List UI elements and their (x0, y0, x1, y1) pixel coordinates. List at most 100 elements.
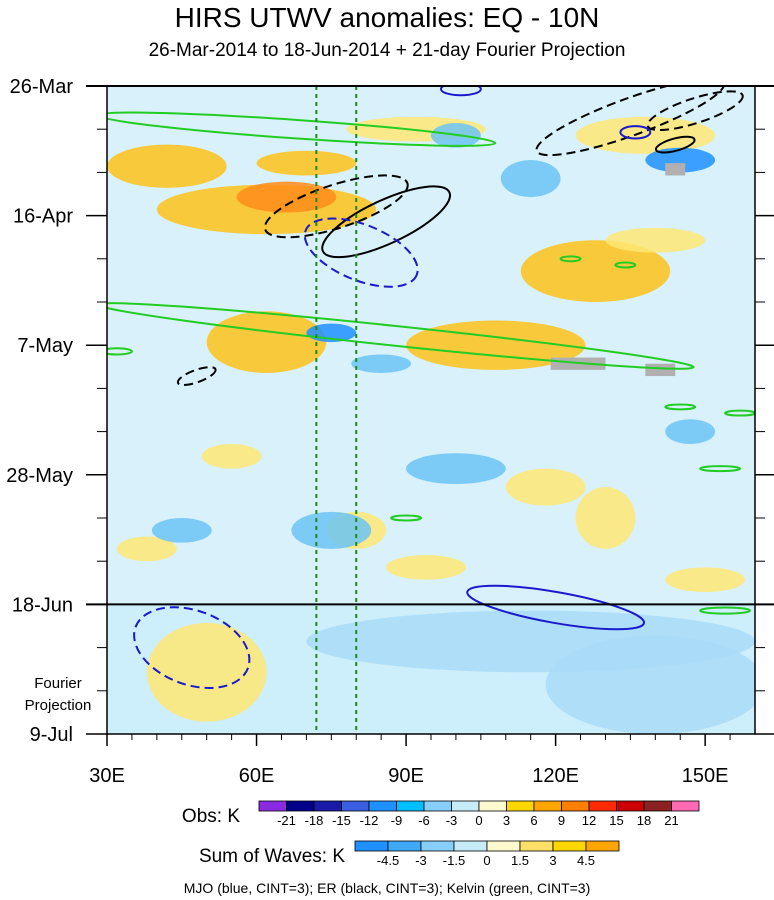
obs-legend-level: -18 (305, 813, 324, 828)
waves-legend-level: -4.5 (377, 853, 399, 868)
anomaly-region (406, 453, 506, 485)
wave-contour-key: MJO (blue, CINT=3); ER (black, CINT=3); … (184, 880, 591, 896)
y-tick-label: 18-Jun (12, 594, 73, 616)
anomaly-region (151, 518, 212, 543)
waves-legend-swatch (453, 840, 488, 852)
anomaly-region (575, 487, 636, 549)
y-tick-label: 16-Apr (13, 206, 73, 228)
x-tick-label: 150E (682, 765, 729, 787)
kelvin-contour (390, 514, 423, 522)
anomaly-region (545, 635, 755, 734)
obs-legend-swatch (588, 800, 617, 812)
er-contour (646, 90, 744, 132)
obs-legend-swatch (451, 800, 480, 812)
er-contour (321, 185, 452, 259)
er-contour (263, 174, 409, 239)
chart-title: HIRS UTWV anomalies: EQ - 10N (174, 2, 600, 33)
kelvin-contour (107, 347, 133, 356)
obs-legend-swatch (313, 800, 342, 812)
waves-legend-swatch (420, 840, 455, 852)
obs-legend-swatch (258, 800, 287, 812)
color-legends: Obs: K -21 -18 -15 -12 -9 -6 -3 0 3 6 9 12 15 18 21 Sum … (182, 800, 700, 868)
obs-legend-level: 0 (475, 813, 482, 828)
anomaly-region (386, 555, 466, 580)
obs-legend-swatch (341, 800, 370, 812)
anomaly-region (236, 181, 337, 213)
er-contour (176, 366, 217, 387)
anomaly-region (201, 443, 262, 469)
waves-legend-level: 4.5 (577, 853, 595, 868)
anomaly-region (520, 240, 671, 302)
axes: 26-Mar 16-Apr 7-May 28-May 18-Jun 9-Jul Fourie… (6, 76, 774, 787)
kelvin-contour (107, 302, 695, 370)
y-tick-label: 26-Mar (10, 76, 74, 98)
anomaly-region (116, 536, 177, 562)
obs-legend-level: 9 (558, 813, 565, 828)
obs-legend-level: 15 (609, 813, 623, 828)
mjo-contour (133, 606, 251, 689)
missing-data-region (645, 363, 676, 377)
anomaly-region (575, 116, 716, 154)
y-tick-label: 9-Jul (30, 724, 73, 746)
obs-legend-level: 3 (503, 813, 510, 828)
waves-legend-label: Sum of Waves: K (199, 846, 345, 867)
anomaly-region (206, 311, 327, 373)
obs-legend-level: -3 (446, 813, 458, 828)
waves-legend-level: 1.5 (511, 853, 529, 868)
waves-legend-swatch (486, 840, 521, 852)
waves-legend-level: 3 (549, 853, 556, 868)
obs-legend-swatch (368, 800, 397, 812)
y-tick-label: 28-May (6, 465, 73, 487)
anomaly-region (645, 147, 716, 173)
obs-legend-swatch (671, 800, 700, 812)
mjo-contour (466, 584, 646, 631)
chart-subtitle: 26-Mar-2014 to 18-Jun-2014 + 21-day Four… (148, 40, 626, 61)
mjo-contour (439, 86, 482, 97)
anomaly-region (665, 567, 746, 593)
obs-legend-label: Obs: K (182, 806, 240, 827)
obs-legend-swatch (561, 800, 590, 812)
kelvin-contour (699, 606, 752, 615)
obs-legend-swatch (533, 800, 562, 812)
anomaly-region (256, 150, 357, 176)
projection-label: Projection (25, 697, 92, 714)
y-tick-label: 7-May (17, 335, 73, 357)
waves-legend-swatch (387, 840, 422, 852)
anomaly-region (505, 468, 586, 506)
kelvin-contour (614, 261, 637, 269)
kelvin-contour (107, 111, 497, 147)
obs-legend-level: -15 (332, 813, 351, 828)
anomaly-region (351, 354, 412, 373)
anomaly-region (605, 227, 706, 253)
waves-legend-swatch (519, 840, 554, 852)
obs-legend-swatch (396, 800, 425, 812)
obs-legend-swatch (478, 800, 507, 812)
waves-legend-swatch (354, 840, 389, 852)
obs-legend-swatch (643, 800, 672, 812)
anomaly-region (146, 622, 267, 722)
waves-legend-level: -3 (415, 853, 427, 868)
obs-legend-swatch (506, 800, 535, 812)
projection-label: Fourier (34, 675, 82, 692)
plot-area (107, 86, 755, 734)
waves-legend-level: -1.5 (443, 853, 465, 868)
obs-legend-swatch (423, 800, 452, 812)
anomaly-region (291, 511, 372, 549)
obs-legend-level: 18 (637, 813, 651, 828)
x-tick-label: 30E (89, 765, 125, 787)
er-contour (535, 86, 726, 157)
mjo-contour (303, 217, 419, 288)
er-contour (654, 135, 696, 154)
kelvin-contour (699, 465, 742, 473)
kelvin-contour (664, 403, 697, 411)
obs-legend-level: 6 (530, 813, 537, 828)
x-tick-label: 90E (388, 765, 424, 787)
obs-legend-level: 21 (664, 813, 678, 828)
anomaly-region (500, 160, 561, 198)
anomaly-region (665, 419, 716, 444)
anomaly-region (107, 144, 227, 188)
x-tick-label: 60E (239, 765, 275, 787)
obs-legend-level: -21 (277, 813, 296, 828)
obs-legend-swatch (616, 800, 645, 812)
